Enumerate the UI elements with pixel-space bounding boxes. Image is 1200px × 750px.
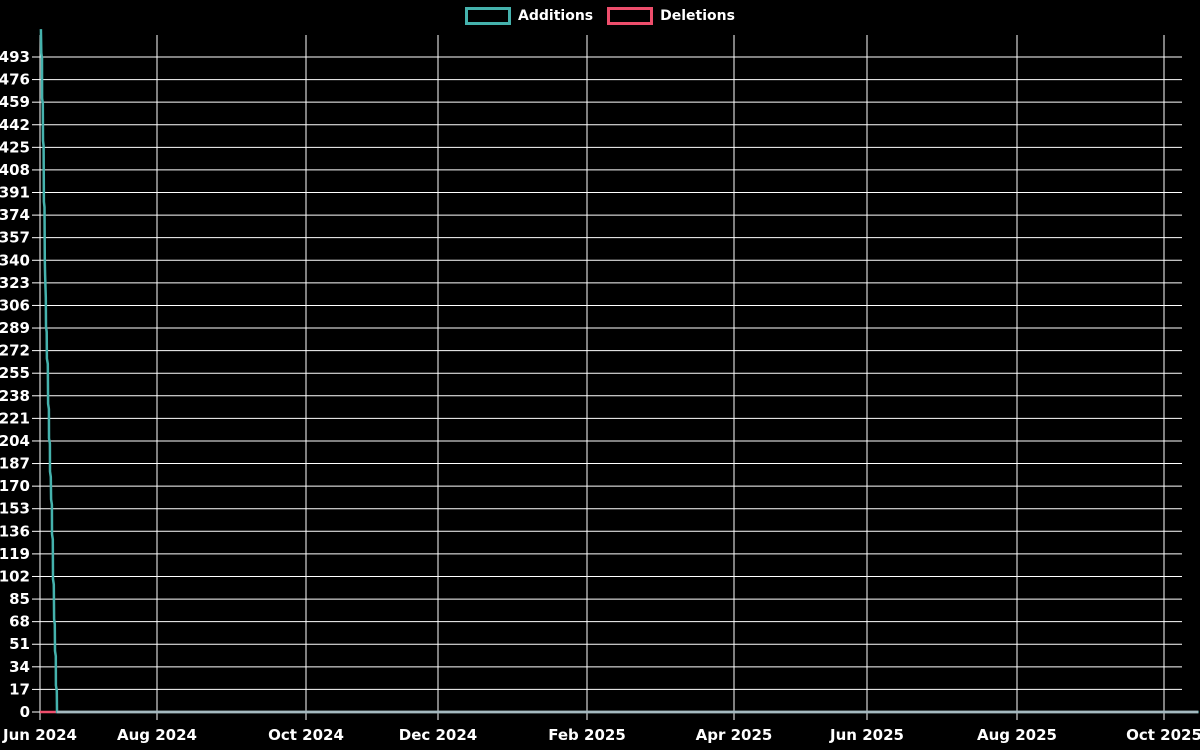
y-axis-tick-label: 374 — [0, 206, 30, 224]
vertical-gridlines — [39, 35, 1165, 712]
y-axis-tick-label: 476 — [0, 71, 30, 89]
x-axis-tick-label: Apr 2025 — [696, 726, 773, 744]
x-axis-tick-label: Jun 2025 — [829, 726, 904, 744]
y-axis-tick-label: 425 — [0, 138, 30, 156]
x-tick-labels: Jun 2024 Aug 2024 Oct 2024 Dec 2024 Feb 2025… — [2, 726, 1200, 744]
x-axis-tick-label: Aug 2024 — [117, 726, 197, 744]
y-axis-tick-label: 442 — [0, 116, 30, 134]
y-axis-tick-label: 255 — [0, 364, 30, 382]
legend-item-deletions[interactable]: Deletions — [607, 7, 735, 25]
y-axis-tick-label: 136 — [0, 522, 30, 540]
y-axis-tick-label: 306 — [0, 296, 30, 314]
chart-legend: Additions Deletions — [0, 7, 1200, 25]
legend-label-additions: Additions — [518, 8, 594, 24]
y-axis-tick-label: 204 — [0, 432, 30, 450]
y-axis-tick-label: 119 — [0, 545, 30, 563]
x-tick-marks — [39, 712, 1165, 720]
y-axis-tick-label: 221 — [0, 409, 30, 427]
y-tick-labels: 0 17 34 51 68 85 102 119 136 153 170 187 204 221 238 25… — [0, 48, 30, 721]
y-axis-tick-label: 187 — [0, 455, 30, 473]
legend-item-additions[interactable]: Additions — [465, 7, 593, 25]
y-axis-tick-label: 391 — [0, 184, 30, 202]
y-axis-tick-label: 272 — [0, 342, 30, 360]
y-axis-tick-label: 170 — [0, 477, 30, 495]
x-axis-tick-label: Aug 2025 — [977, 726, 1057, 744]
y-axis-tick-label: 102 — [0, 567, 30, 585]
x-axis-tick-label: Feb 2025 — [548, 726, 626, 744]
y-axis-tick-label: 493 — [0, 48, 30, 66]
y-tick-marks — [32, 56, 40, 713]
deletions-swatch-icon — [607, 7, 654, 25]
y-axis-tick-label: 340 — [0, 251, 30, 269]
y-axis-tick-label: 51 — [9, 635, 30, 653]
y-axis-tick-label: 323 — [0, 274, 30, 292]
additions-swatch-icon — [465, 7, 512, 25]
y-axis-tick-label: 357 — [0, 229, 30, 247]
x-axis-tick-label: Oct 2025 — [1126, 726, 1200, 744]
x-axis-tick-label: Dec 2024 — [399, 726, 478, 744]
y-axis-tick-label: 17 — [9, 680, 30, 698]
y-axis-tick-label: 34 — [9, 658, 30, 676]
y-axis-tick-label: 68 — [9, 613, 30, 631]
y-axis-tick-label: 153 — [0, 500, 30, 518]
additions-line — [39, 29, 1199, 714]
y-axis-tick-label: 289 — [0, 319, 30, 337]
legend-label-deletions: Deletions — [660, 8, 735, 24]
x-axis-tick-label: Oct 2024 — [268, 726, 344, 744]
y-axis-tick-label: 0 — [20, 703, 30, 721]
x-axis-tick-label: Jun 2024 — [2, 726, 77, 744]
y-axis-tick-label: 459 — [0, 93, 30, 111]
y-axis-tick-label: 85 — [9, 590, 30, 608]
horizontal-gridlines — [40, 56, 1182, 713]
y-axis-tick-label: 408 — [0, 161, 30, 179]
y-axis-tick-label: 238 — [0, 387, 30, 405]
